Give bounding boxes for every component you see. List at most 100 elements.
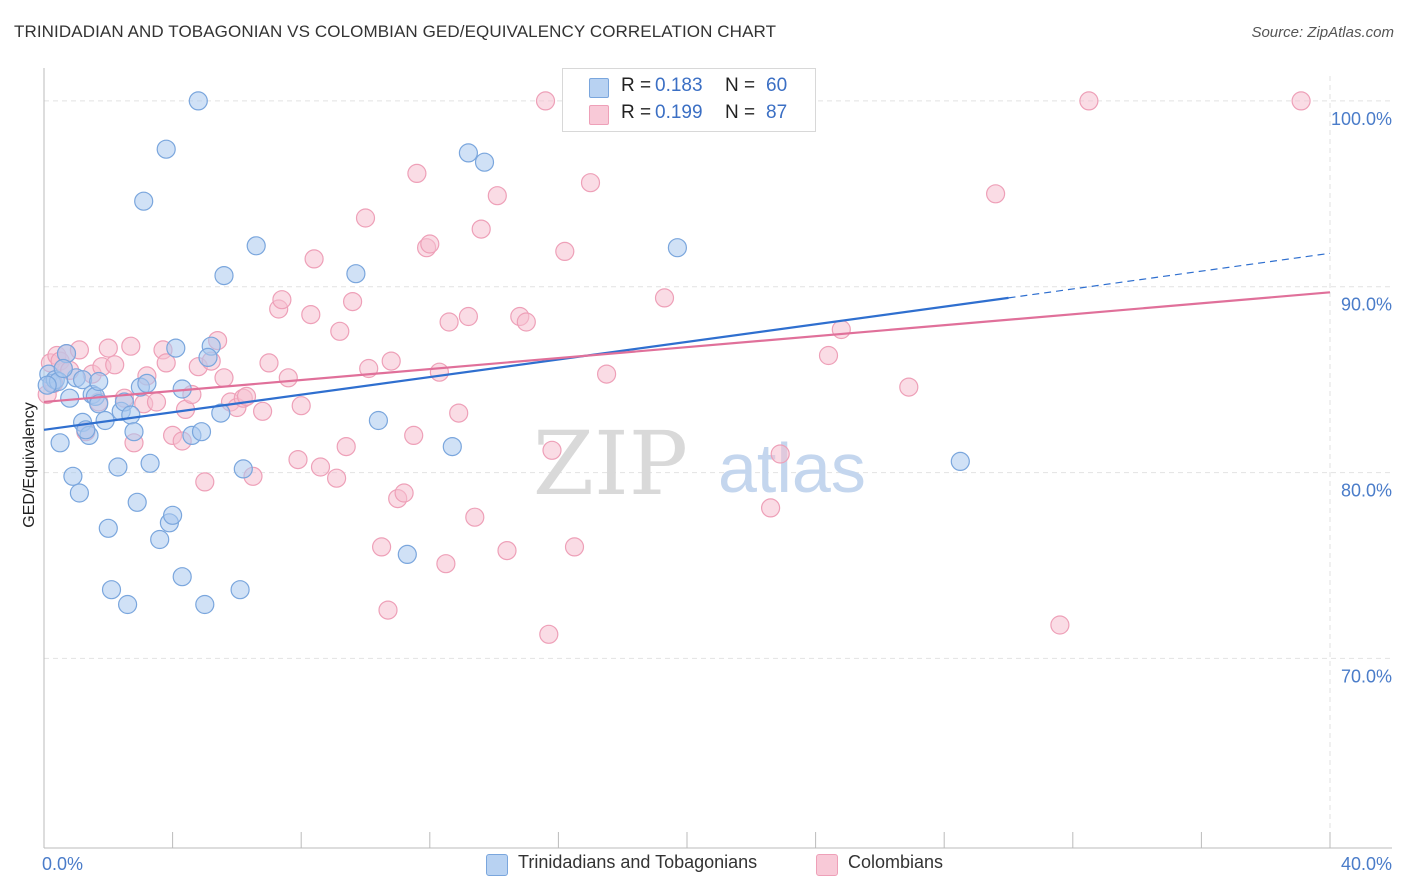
point-trinidadian: [230, 580, 250, 600]
point-trinidadian: [69, 483, 90, 503]
point-colombian: [327, 468, 347, 488]
point-trinidadian: [108, 457, 128, 477]
point-colombian: [214, 368, 234, 388]
point-trinidadian: [458, 143, 478, 163]
stats-row-colombians: R = 0.199 N = 87: [563, 100, 813, 128]
point-trinidadian: [37, 375, 57, 395]
point-trinidadian: [117, 594, 138, 615]
trendline-trinidadians-extension: [1008, 252, 1331, 299]
point-colombian: [539, 624, 559, 644]
point-colombian: [580, 173, 601, 193]
point-trinidadian: [98, 518, 118, 538]
point-colombian: [535, 91, 556, 111]
point-colombian: [343, 292, 363, 312]
point-trinidadian: [172, 567, 192, 587]
point-trinidadian: [474, 152, 495, 172]
point-colombian: [471, 219, 491, 239]
point-colombian: [407, 163, 427, 183]
point-trinidadian: [246, 236, 266, 256]
point-colombian: [1291, 91, 1311, 111]
point-colombian: [429, 362, 449, 382]
point-colombian: [381, 351, 401, 371]
y-axis-label: GED/Equivalency: [21, 402, 38, 527]
point-colombian: [372, 537, 392, 557]
swatch-blue: [589, 78, 609, 98]
n-label: N =: [725, 102, 756, 123]
stats-row-trinidadians: R = 0.183 N = 60: [563, 73, 813, 101]
point-trinidadian: [63, 466, 83, 486]
legend-label: Colombians: [848, 852, 944, 872]
y-tick-label: 90.0%: [1341, 295, 1392, 315]
point-colombian: [439, 312, 459, 332]
point-colombian: [818, 345, 839, 366]
point-colombian: [899, 377, 919, 397]
y-tick-label: 80.0%: [1341, 481, 1392, 501]
point-colombian: [831, 319, 851, 340]
watermark: ZIP atlas: [533, 412, 866, 515]
point-trinidadian: [166, 338, 186, 358]
x-tick-label: 0.0%: [42, 854, 83, 874]
point-colombian: [542, 440, 562, 460]
point-colombian: [304, 249, 324, 269]
swatch-pink: [589, 105, 609, 125]
point-trinidadian: [156, 139, 176, 159]
point-colombian: [336, 437, 356, 457]
point-trinidadian: [89, 371, 109, 392]
point-colombian: [291, 396, 311, 416]
point-trinidadian: [121, 405, 141, 425]
point-colombian: [555, 241, 575, 261]
point-colombian: [497, 540, 517, 561]
point-colombian: [288, 450, 308, 470]
trendlines: [43, 252, 1331, 431]
point-trinidadian: [233, 459, 253, 479]
point-colombian: [259, 353, 279, 373]
point-colombian: [770, 444, 790, 464]
point-colombian: [394, 483, 414, 503]
point-trinidadian: [50, 433, 70, 453]
point-trinidadian: [195, 594, 215, 615]
point-trinidadian: [127, 492, 147, 512]
point-colombian: [458, 306, 478, 327]
point-trinidadian: [198, 347, 218, 367]
point-trinidadian: [214, 266, 234, 286]
point-trinidadian: [124, 422, 144, 442]
r-value: 0.183: [655, 75, 703, 96]
y-tick-label: 70.0%: [1341, 666, 1392, 686]
point-colombian: [465, 507, 485, 527]
y-tick-label: 100.0%: [1331, 109, 1392, 129]
point-trinidadian: [667, 238, 688, 258]
stats-legend: R = 0.183 N = 60 R = 0.199 N = 87: [562, 68, 816, 132]
point-colombian: [1050, 615, 1070, 635]
series-trinidadians: [37, 91, 970, 615]
point-colombian: [596, 364, 617, 384]
n-value: 60: [766, 75, 788, 96]
series-colombians: [37, 91, 1311, 644]
point-trinidadian: [140, 453, 160, 473]
point-colombian: [98, 338, 118, 358]
watermark-atlas: atlas: [718, 429, 866, 507]
point-colombian: [436, 554, 456, 574]
point-trinidadian: [89, 394, 109, 414]
point-trinidadian: [150, 529, 170, 550]
point-trinidadian: [346, 264, 366, 284]
point-trinidadian: [163, 505, 183, 525]
point-trinidadian: [211, 403, 231, 423]
point-colombian: [449, 403, 469, 423]
trendline-colombians: [43, 291, 1331, 404]
point-trinidadian: [134, 191, 154, 211]
point-trinidadian: [368, 410, 388, 431]
point-colombian: [355, 208, 376, 228]
point-colombian: [420, 234, 440, 254]
legend-label: Trinidadians and Tobagonians: [518, 852, 758, 872]
point-colombian: [654, 288, 675, 308]
point-colombian: [146, 392, 167, 412]
point-colombian: [330, 321, 350, 341]
point-colombian: [487, 186, 507, 206]
point-colombian: [301, 305, 321, 325]
n-value: 87: [766, 102, 788, 123]
legend-swatch-blue: [486, 854, 508, 876]
point-colombian: [105, 355, 125, 375]
point-trinidadian: [950, 451, 970, 471]
trendline-trinidadians: [43, 296, 1009, 431]
